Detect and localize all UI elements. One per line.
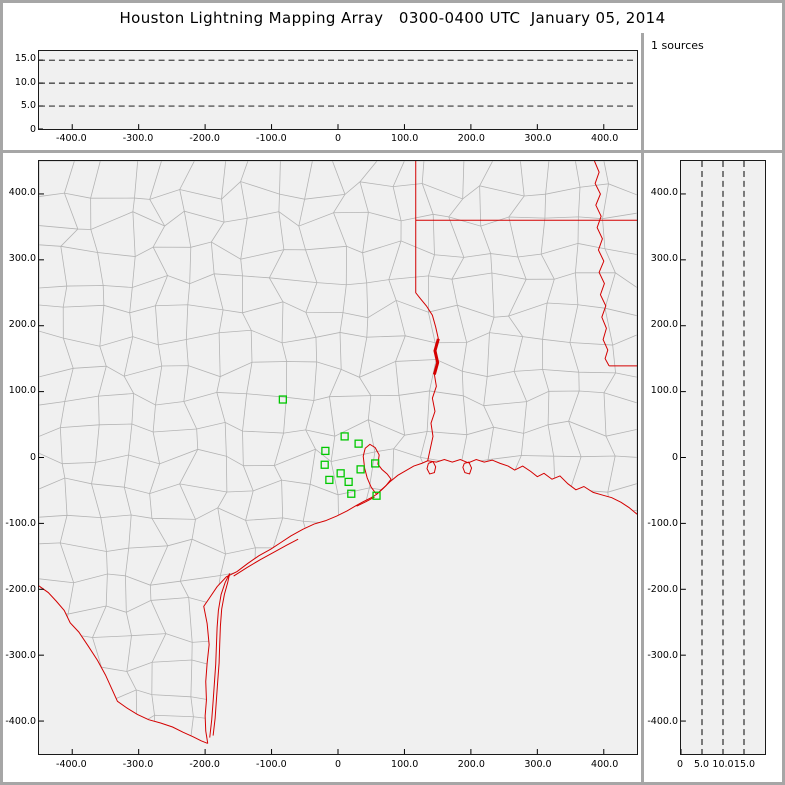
altitude-tick-label: 5.0: [20, 100, 36, 112]
ns-x-tick-label: 10.0: [712, 759, 734, 770]
alt-vs-ns-canvas: [681, 161, 745, 754]
ew-x-tick-label: -100.0: [256, 133, 287, 144]
plan-view-map-panel: -400.0 -300.0 -200.0 -100.0 0 100.0 200.0 300.0…: [3, 153, 641, 782]
map-y-tick-label: 0: [29, 451, 36, 463]
ew-x-tick-label: 400.0: [591, 133, 619, 144]
ew-x-tick-label: 300.0: [524, 133, 552, 144]
lma-station-marker: [344, 477, 353, 487]
galveston-bay: [362, 443, 392, 495]
vertical-separator: [641, 33, 644, 150]
alt-vs-ew-canvas: [39, 59, 637, 129]
ns-x-tick-label: 0: [676, 759, 684, 770]
map-x-tick-label: -400.0: [56, 759, 87, 770]
ns-y-tick-label: 0: [671, 451, 678, 463]
lma-stations: [278, 395, 381, 500]
altitude-tick-label: 10.0: [14, 76, 36, 88]
lma-station-marker: [321, 446, 330, 456]
ns-y-tick-label: 100.0: [650, 385, 678, 397]
alt-vs-ew-panel: -400.0 -300.0 -200.0 -100.0 0 100.0 200.0 300.0…: [3, 33, 641, 150]
altitude-tick-label: 15.0: [14, 53, 36, 65]
ns-y-tick-label: 200.0: [650, 319, 678, 331]
ew-x-tick-label: -400.0: [56, 133, 87, 144]
galveston-island: [356, 496, 375, 507]
map-x-tick-label: 0: [334, 759, 342, 770]
lma-station-marker: [372, 491, 381, 500]
alt-vs-ns-plot[interactable]: [680, 160, 766, 755]
vertical-separator: [641, 153, 644, 782]
padre-island: [209, 573, 231, 738]
ns-y-tick-label: -300.0: [647, 649, 678, 661]
state-borders-and-coastline: [39, 161, 637, 744]
map-y-tick-label: 100.0: [8, 385, 36, 397]
lma-station-marker: [371, 459, 380, 468]
altitude-tick-label: 0: [29, 124, 36, 135]
map-x-tick-label: 300.0: [524, 759, 552, 770]
ns-y-tick-label: 400.0: [650, 187, 678, 199]
gulf-coastline: [203, 458, 637, 744]
lma-station-marker: [340, 432, 349, 441]
ew-x-tick-label: -200.0: [189, 133, 220, 144]
ns-x-tick-label: 15.0: [733, 759, 756, 770]
lma-station-marker: [356, 465, 365, 474]
map-y-tick-label: 300.0: [8, 253, 36, 265]
top-row: -400.0 -300.0 -200.0 -100.0 0 100.0 200.0 300.0…: [3, 33, 782, 150]
plan-view-map-canvas: [39, 161, 637, 754]
map-y-tick-label: -400.0: [5, 715, 36, 727]
ew-x-tick-label: 0: [334, 133, 342, 144]
ns-y-tick-label: -100.0: [647, 517, 678, 529]
map-x-tick-label: 400.0: [591, 759, 619, 770]
map-y-tick-label: -200.0: [5, 583, 36, 595]
map-y-tick-label: 400.0: [8, 187, 36, 199]
calcasieu-lake: [462, 461, 473, 475]
gulf-of-mexico-water: [39, 459, 637, 754]
source-histogram-panel: 1 sources: [644, 33, 782, 150]
ew-x-tick-label: -300.0: [122, 133, 154, 144]
sabine-lake: [426, 460, 437, 475]
horizontal-separator: [3, 150, 782, 153]
lma-station-marker: [320, 460, 329, 469]
toledo-bend-reservoir: [432, 338, 440, 375]
map-x-tick-label: -200.0: [189, 759, 220, 770]
ns-x-tick-label: 5.0: [693, 759, 710, 770]
map-x-tick-label: -300.0: [122, 759, 154, 770]
ns-y-tick-label: -400.0: [647, 715, 678, 727]
lma-station-marker: [354, 439, 363, 448]
map-x-tick-label: 200.0: [457, 759, 485, 770]
page-title: Houston Lightning Mapping Array 0300-040…: [119, 9, 666, 27]
map-y-tick-label: -300.0: [5, 649, 36, 661]
matagorda-island: [233, 538, 299, 577]
lma-station-marker: [278, 395, 287, 404]
alt-vs-ew-plot[interactable]: [38, 50, 638, 130]
source-count-label: 1 sources: [651, 39, 704, 52]
ew-x-tick-label: 100.0: [391, 133, 419, 144]
ns-y-tick-label: -200.0: [647, 583, 678, 595]
map-y-tick-label: -100.0: [5, 517, 36, 529]
rio-grande: [39, 585, 208, 744]
map-x-tick-label: 100.0: [391, 759, 419, 770]
lma-station-marker: [347, 489, 356, 498]
main-row: -400.0 -300.0 -200.0 -100.0 0 100.0 200.0 300.0…: [3, 153, 782, 782]
mississippi-river: [593, 161, 610, 367]
ew-x-tick-label: 200.0: [457, 133, 485, 144]
plan-view-map-plot[interactable]: [38, 160, 638, 755]
ns-y-tick-label: 300.0: [650, 253, 678, 265]
lma-station-marker: [325, 475, 334, 485]
alt-vs-ns-panel: 0 5.0 10.0 15.0 400.0 300.0 200.0 100.0 0 -100.0 -…: [644, 153, 782, 782]
map-x-tick-label: -100.0: [256, 759, 287, 770]
lma-station-marker: [336, 469, 345, 478]
map-y-tick-label: 200.0: [8, 319, 36, 331]
